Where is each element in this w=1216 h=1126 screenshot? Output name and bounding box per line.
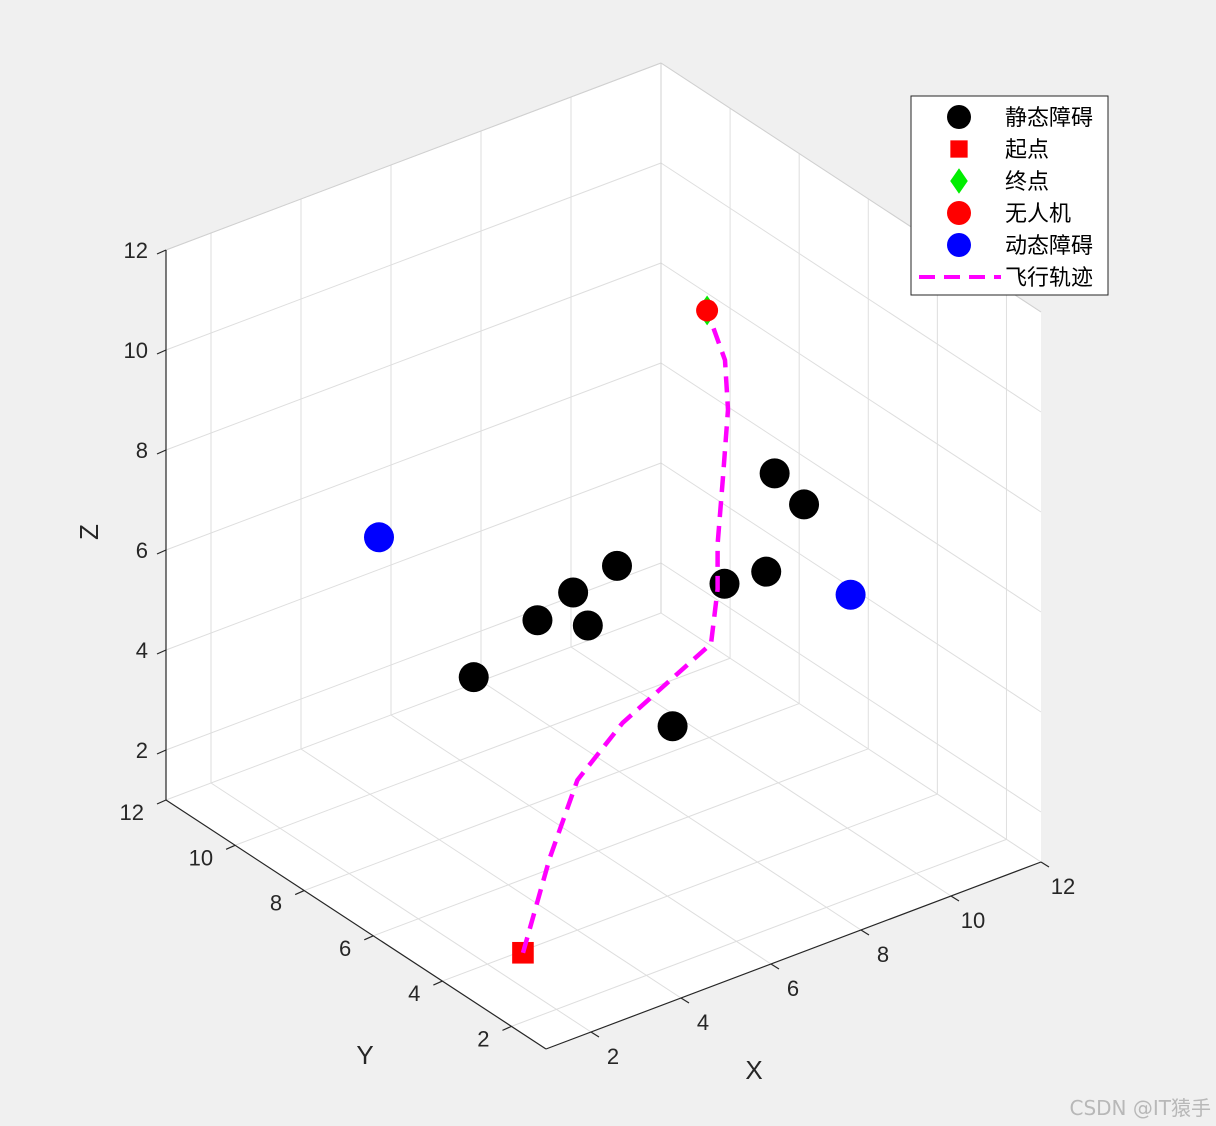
grid-line-x xyxy=(210,782,592,1033)
x-axis-line xyxy=(545,861,1042,1050)
z-tick-mark xyxy=(156,749,167,755)
grid-line-z xyxy=(165,362,662,551)
grid-line-y xyxy=(234,657,731,846)
series-point-0 xyxy=(789,489,820,520)
grid-line-x xyxy=(570,646,952,897)
grid-line-x xyxy=(660,612,1042,863)
x-axis-label: X xyxy=(745,1055,762,1085)
grid-line-y xyxy=(165,612,662,801)
series-point-0 xyxy=(657,711,688,742)
legend-swatch xyxy=(947,201,971,225)
z-tick-label: 4 xyxy=(136,638,148,663)
series-point-0 xyxy=(558,577,589,608)
z-tick-mark xyxy=(156,449,167,455)
legend-swatch xyxy=(947,105,971,129)
series-point-0 xyxy=(759,458,790,489)
z-tick-mark xyxy=(156,649,167,655)
legend-box xyxy=(910,95,1109,296)
series-point-4 xyxy=(364,522,394,553)
y-tick-label: 4 xyxy=(408,981,420,1006)
legend-swatch xyxy=(950,140,968,158)
series-point-3 xyxy=(696,299,719,322)
y-tick-label: 10 xyxy=(189,845,213,870)
y-tick-mark xyxy=(433,980,443,986)
x-tick-label: 12 xyxy=(1051,874,1075,899)
legend-label: 动态障碍 xyxy=(1005,234,1093,259)
legend-label: 静态障碍 xyxy=(1005,106,1093,131)
series-point-0 xyxy=(572,610,603,641)
plot-area xyxy=(364,295,866,964)
z-tick-label: 8 xyxy=(136,438,148,463)
y-tick-mark xyxy=(364,935,374,941)
x-tick-mark xyxy=(680,997,690,1004)
x-tick-label: 4 xyxy=(697,1010,709,1035)
legend-swatch xyxy=(950,168,968,194)
x-tick-mark xyxy=(770,963,780,970)
grid-line-z xyxy=(165,462,662,651)
grid-line-x xyxy=(390,714,772,965)
grid-line-z xyxy=(660,162,1042,413)
axes: 2 4 6 8 10 12 2 4 6 8 10 12 2 4 6 8 10 12 X Y Z xyxy=(74,238,1075,1085)
z-axis-label: Z xyxy=(74,524,104,540)
y-tick-mark xyxy=(225,844,236,850)
grid-line-x xyxy=(300,748,682,999)
grid-line-x xyxy=(480,680,862,931)
z-tick-label: 6 xyxy=(136,538,148,563)
watermark-text: CSDN @IT猿手 xyxy=(1070,1096,1212,1120)
z-tick-mark xyxy=(156,249,167,255)
grid-line-z xyxy=(165,262,662,451)
grid-line-z xyxy=(165,162,662,351)
grid-line-y xyxy=(373,748,869,937)
x-tick-label: 2 xyxy=(607,1044,619,1069)
legend-label: 飞行轨迹 xyxy=(1005,266,1093,291)
x-tick-label: 8 xyxy=(877,942,889,967)
series-point-0 xyxy=(522,605,553,636)
floor-plane xyxy=(166,613,1041,1049)
y-tick-label: 8 xyxy=(270,891,282,916)
legend-swatch xyxy=(947,233,971,257)
axes-background xyxy=(166,63,1041,1049)
z-tick-label: 12 xyxy=(124,238,148,263)
legend-label: 无人机 xyxy=(1005,202,1071,227)
grid-line-y xyxy=(511,838,1007,1027)
x-tick-mark xyxy=(590,1031,600,1038)
series-point-0 xyxy=(751,556,782,587)
z-tick-label: 2 xyxy=(136,738,148,763)
x-tick-mark xyxy=(950,895,960,902)
grid-line-y xyxy=(304,703,800,892)
y-tick-label: 12 xyxy=(120,800,144,825)
y-axis-line xyxy=(165,799,547,1050)
box-edge xyxy=(165,62,662,251)
x-tick-label: 10 xyxy=(961,908,985,933)
z-tick-label: 10 xyxy=(124,338,148,363)
legend-label: 终点 xyxy=(1005,170,1049,195)
series-point-0 xyxy=(602,550,632,581)
flight-path-line xyxy=(520,309,731,954)
grid-line-z xyxy=(660,562,1042,813)
x-tick-label: 6 xyxy=(787,976,799,1001)
y-tick-mark xyxy=(294,889,305,896)
y-axis-label: Y xyxy=(356,1040,373,1070)
z-tick-mark xyxy=(156,549,167,555)
z-tick-mark xyxy=(156,349,167,355)
grid-lines xyxy=(165,62,1042,1033)
grid-line-z xyxy=(660,362,1042,613)
y-tick-mark xyxy=(502,1025,512,1031)
grid-line-z xyxy=(660,262,1042,513)
y-tick-label: 6 xyxy=(339,936,351,961)
y-tick-label: 2 xyxy=(477,1026,489,1051)
y-tick-mark xyxy=(156,799,167,805)
series-point-0 xyxy=(709,568,740,599)
series-point-4 xyxy=(835,579,866,610)
legend-label: 起点 xyxy=(1005,138,1049,163)
x-tick-mark xyxy=(1040,861,1050,868)
x-tick-mark xyxy=(860,929,870,936)
series-point-0 xyxy=(458,662,489,693)
